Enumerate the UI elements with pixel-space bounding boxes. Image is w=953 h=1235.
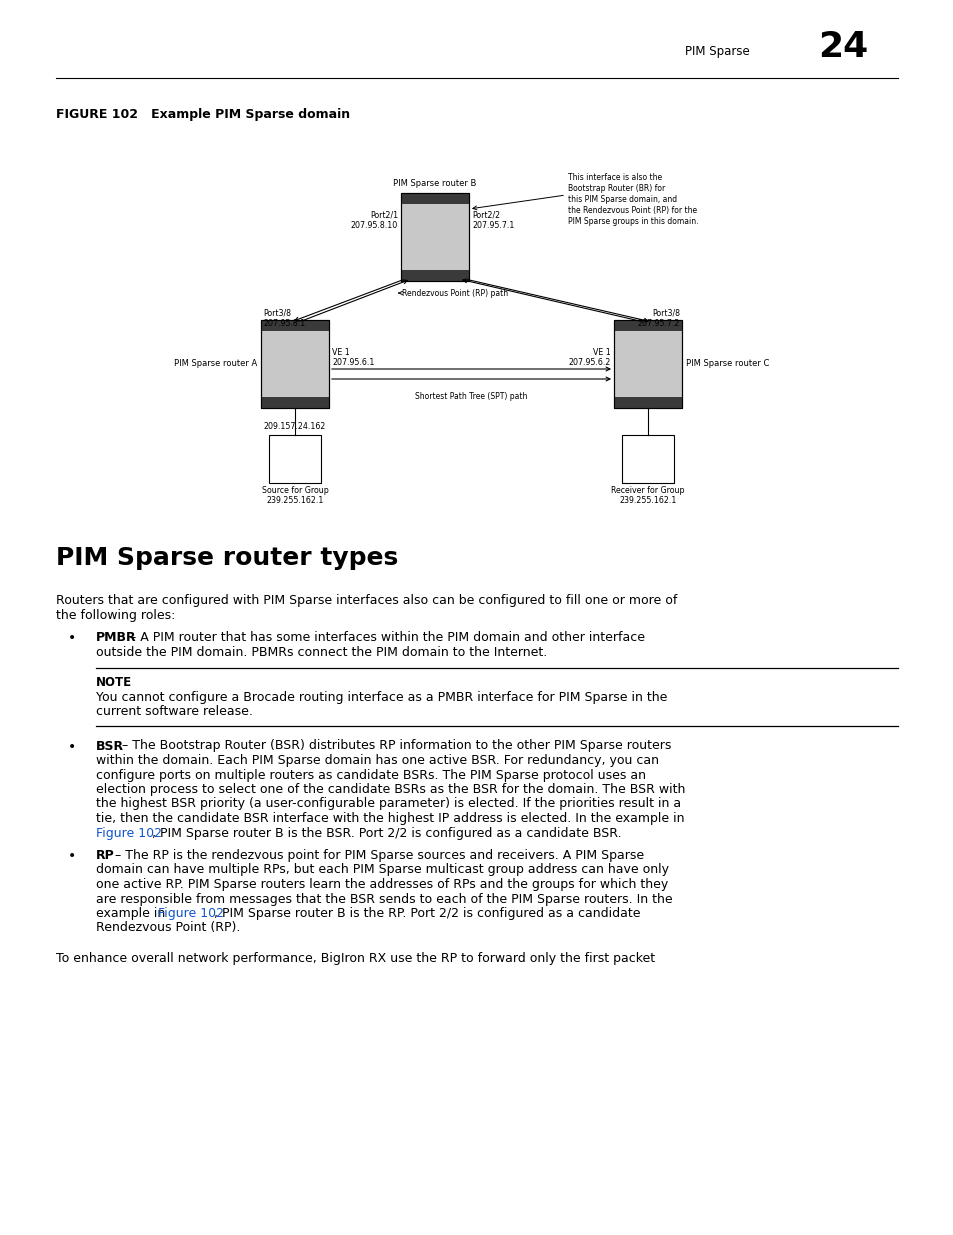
Text: 207.95.8.10: 207.95.8.10 [351, 221, 397, 230]
Bar [614, 320, 681, 408]
Text: 239.255.162.1: 239.255.162.1 [266, 496, 323, 505]
Bar [621, 435, 673, 483]
Text: VE 1: VE 1 [332, 348, 350, 357]
Bar [261, 320, 329, 408]
Text: election process to select one of the candidate BSRs as the BSR for the domain. : election process to select one of the ca… [96, 783, 684, 797]
Text: 207.95.7.1: 207.95.7.1 [472, 221, 514, 230]
Text: 207.95.6.1: 207.95.6.1 [332, 358, 374, 367]
Text: 209.157.24.162: 209.157.24.162 [264, 422, 326, 431]
Text: PMBR: PMBR [96, 631, 136, 643]
Text: Figure 102: Figure 102 [158, 906, 224, 920]
Text: Bootstrap Router (BR) for: Bootstrap Router (BR) for [567, 184, 664, 193]
Text: •: • [68, 848, 76, 863]
Text: 207.95.6.2: 207.95.6.2 [568, 358, 610, 367]
Bar [614, 396, 681, 408]
Text: within the domain. Each PIM Sparse domain has one active BSR. For redundancy, yo: within the domain. Each PIM Sparse domai… [96, 755, 659, 767]
Text: , PIM Sparse router B is the RP. Port 2/2 is configured as a candidate: , PIM Sparse router B is the RP. Port 2/… [213, 906, 639, 920]
Text: PIM Sparse router C: PIM Sparse router C [685, 359, 768, 368]
Bar [261, 396, 329, 408]
Text: the Rendezvous Point (RP) for the: the Rendezvous Point (RP) for the [567, 206, 697, 215]
Text: – The RP is the rendezvous point for PIM Sparse sources and receivers. A PIM Spa: – The RP is the rendezvous point for PIM… [111, 848, 643, 862]
Text: PIM Sparse router types: PIM Sparse router types [56, 546, 397, 571]
Text: FIGURE 102   Example PIM Sparse domain: FIGURE 102 Example PIM Sparse domain [56, 107, 350, 121]
Text: BSR: BSR [96, 740, 124, 752]
Text: this PIM Sparse domain, and: this PIM Sparse domain, and [567, 195, 677, 204]
Text: 239.255.162.1: 239.255.162.1 [618, 496, 676, 505]
Text: current software release.: current software release. [96, 705, 253, 718]
Bar [400, 193, 469, 282]
Text: To enhance overall network performance, BigIron RX use the RP to forward only th: To enhance overall network performance, … [56, 952, 655, 965]
Text: Port2/2: Port2/2 [472, 211, 499, 220]
Text: RP: RP [96, 848, 114, 862]
Bar [614, 320, 681, 408]
Text: •: • [68, 740, 76, 753]
Bar [261, 320, 329, 408]
Text: PIM Sparse router A: PIM Sparse router A [173, 359, 256, 368]
Text: Port3/8: Port3/8 [651, 309, 679, 317]
Text: PIM Sparse groups in this domain.: PIM Sparse groups in this domain. [567, 217, 698, 226]
Text: VE 1: VE 1 [593, 348, 610, 357]
Text: Source for Group: Source for Group [261, 487, 328, 495]
Text: Rendezvous Point (RP).: Rendezvous Point (RP). [96, 921, 240, 935]
Text: Receiver for Group: Receiver for Group [611, 487, 684, 495]
Text: PIM Sparse: PIM Sparse [684, 46, 749, 58]
Text: NOTE: NOTE [96, 676, 132, 689]
Text: – A PIM router that has some interfaces within the PIM domain and other interfac: – A PIM router that has some interfaces … [126, 631, 644, 643]
Bar [269, 435, 320, 483]
Text: Port2/1: Port2/1 [370, 211, 397, 220]
Text: 207.95.8.1: 207.95.8.1 [263, 319, 305, 329]
Text: •: • [68, 631, 76, 645]
Text: Rendezvous Point (RP) path: Rendezvous Point (RP) path [401, 289, 508, 298]
Text: Port3/8: Port3/8 [263, 309, 291, 317]
Text: example in: example in [96, 906, 169, 920]
Text: Routers that are configured with PIM Sparse interfaces also can be configured to: Routers that are configured with PIM Spa… [56, 594, 677, 606]
Text: – The Bootstrap Router (BSR) distributes RP information to the other PIM Sparse : – The Bootstrap Router (BSR) distributes… [118, 740, 671, 752]
Text: one active RP. PIM Sparse routers learn the addresses of RPs and the groups for : one active RP. PIM Sparse routers learn … [96, 878, 667, 890]
Bar [400, 269, 469, 282]
Text: , PIM Sparse router B is the BSR. Port 2/2 is configured as a candidate BSR.: , PIM Sparse router B is the BSR. Port 2… [152, 826, 620, 840]
Text: outside the PIM domain. PBMRs connect the PIM domain to the Internet.: outside the PIM domain. PBMRs connect th… [96, 646, 547, 658]
Text: the following roles:: the following roles: [56, 609, 175, 621]
Bar [400, 193, 469, 282]
Text: Shortest Path Tree (SPT) path: Shortest Path Tree (SPT) path [415, 391, 527, 401]
Text: 24: 24 [817, 30, 867, 64]
Text: You cannot configure a Brocade routing interface as a PMBR interface for PIM Spa: You cannot configure a Brocade routing i… [96, 690, 667, 704]
Text: 207.95.7.2: 207.95.7.2 [637, 319, 679, 329]
Text: configure ports on multiple routers as candidate BSRs. The PIM Sparse protocol u: configure ports on multiple routers as c… [96, 768, 645, 782]
Bar [614, 320, 681, 331]
Text: domain can have multiple RPs, but each PIM Sparse multicast group address can ha: domain can have multiple RPs, but each P… [96, 863, 668, 877]
Bar [261, 320, 329, 331]
Text: This interface is also the: This interface is also the [567, 173, 661, 182]
Text: are responsible from messages that the BSR sends to each of the PIM Sparse route: are responsible from messages that the B… [96, 893, 672, 905]
Bar [400, 193, 469, 205]
Text: PIM Sparse router B: PIM Sparse router B [393, 179, 476, 188]
Text: Figure 102: Figure 102 [96, 826, 162, 840]
Text: tie, then the candidate BSR interface with the highest IP address is elected. In: tie, then the candidate BSR interface wi… [96, 811, 684, 825]
Text: the highest BSR priority (a user-configurable parameter) is elected. If the prio: the highest BSR priority (a user-configu… [96, 798, 680, 810]
